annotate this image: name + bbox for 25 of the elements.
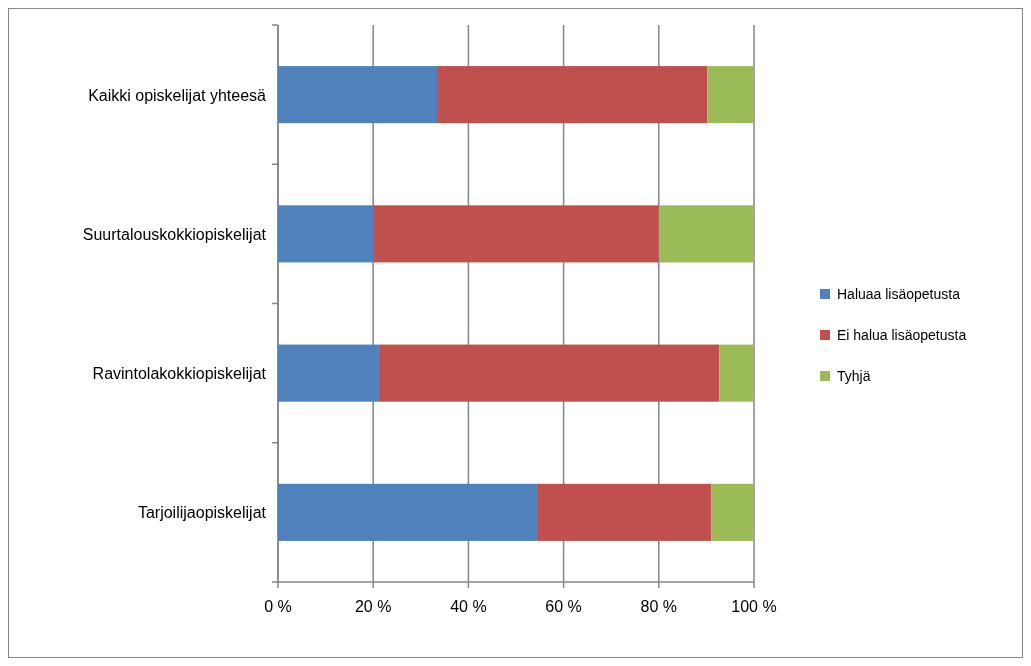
y-tick-label: Suurtalouskokkiopiskelijat [82,225,267,243]
bar [278,483,537,541]
bar [658,205,754,263]
bar [436,66,708,124]
bar [278,66,437,124]
bar [378,344,720,402]
legend-label: Tyhjä [837,368,871,384]
bar [278,344,379,402]
x-tick-label: 20 % [354,598,392,615]
x-tick-label: 60 % [545,598,582,615]
y-tick-label: Tarjoilijaopiskelijat [137,504,267,522]
x-tick-label: 80 % [640,598,678,615]
bar [719,344,754,402]
legend-label: Haluaa lisäopetusta [837,286,961,302]
bar [536,483,712,541]
bar [707,66,754,124]
bar [711,483,754,541]
x-tick-label: 40 % [450,598,487,615]
x-tick-label: 100 % [731,598,777,615]
x-tick-label: 0 % [264,598,292,615]
bar [373,205,659,263]
legend-label: Ei halua lisäopetusta [837,327,967,343]
y-tick-label: Ravintolakokkiopiskelijat [92,365,267,383]
bar [278,205,374,263]
y-tick-label: Kaikki opiskelijat yhteesä [88,86,267,104]
